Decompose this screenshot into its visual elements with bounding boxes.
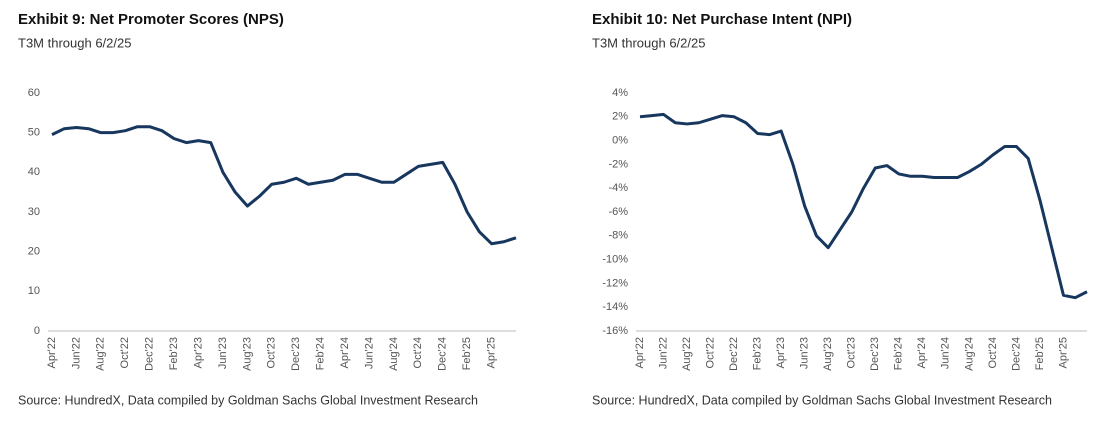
x-tick-label: Apr'22 (46, 337, 58, 368)
x-tick-label: Aug'22 (95, 337, 107, 371)
x-tick-label: Apr'25 (485, 337, 497, 368)
y-tick-label: 0% (612, 135, 628, 147)
x-tick-label: Oct'24 (987, 337, 999, 368)
x-tick-label: Oct'24 (412, 337, 424, 368)
x-tick-label: Aug'23 (822, 337, 834, 371)
x-tick-label: Aug'24 (963, 337, 975, 371)
y-tick-label: 40 (28, 166, 40, 178)
y-tick-label: 0 (34, 325, 40, 337)
x-tick-label: Jun'23 (799, 337, 811, 369)
y-tick-label: 60 (28, 87, 40, 99)
x-tick-label: Apr'23 (775, 337, 787, 368)
y-tick-label: 20 (28, 246, 40, 258)
y-tick-label: 30 (28, 206, 40, 218)
y-tick-label: -2% (608, 158, 628, 170)
y-tick-label: 10 (28, 285, 40, 297)
chart-title: Exhibit 9: Net Promoter Scores (NPS) (18, 11, 284, 28)
x-tick-label: Feb'24 (893, 337, 905, 370)
x-tick-label: Apr'23 (192, 337, 204, 368)
x-tick-label: Apr'24 (916, 337, 928, 368)
y-tick-label: -16% (602, 325, 628, 337)
x-tick-label: Apr'22 (634, 337, 646, 368)
x-tick-label: Jun'23 (217, 337, 229, 369)
x-tick-label: Feb'24 (315, 337, 327, 370)
y-tick-label: 50 (28, 127, 40, 139)
x-tick-label: Jun'22 (657, 337, 669, 369)
x-tick-label: Aug'22 (681, 337, 693, 371)
x-tick-label: Apr'24 (339, 337, 351, 368)
y-tick-label: -8% (608, 230, 628, 242)
data-line (51, 125, 517, 246)
y-tick-label: -4% (608, 182, 628, 194)
x-tick-label: Oct'22 (704, 337, 716, 368)
chart-subtitle: T3M through 6/2/25 (592, 35, 705, 50)
x-tick-label: Aug'23 (241, 337, 253, 371)
x-tick-label: Dec'23 (869, 337, 881, 371)
source-note: Source: HundredX, Data compiled by Goldm… (18, 393, 478, 407)
x-tick-label: Feb'23 (168, 337, 180, 370)
chart-subtitle: T3M through 6/2/25 (18, 35, 131, 50)
source-note: Source: HundredX, Data compiled by Goldm… (592, 393, 1052, 407)
x-tick-label: Oct'23 (846, 337, 858, 368)
x-tick-label: Feb'25 (461, 337, 473, 370)
x-tick-label: Jun'24 (940, 337, 952, 369)
x-tick-label: Jun'22 (70, 337, 82, 369)
x-tick-label: Feb'23 (752, 337, 764, 370)
chart-title: Exhibit 10: Net Purchase Intent (NPI) (592, 11, 852, 28)
y-tick-label: 2% (612, 111, 628, 123)
x-tick-label: Jun'24 (363, 337, 375, 369)
x-tick-label: Oct'22 (119, 337, 131, 368)
y-tick-label: -10% (602, 254, 628, 266)
x-tick-label: Dec'22 (728, 337, 740, 371)
x-tick-label: Dec'24 (1010, 337, 1022, 371)
y-tick-label: -12% (602, 277, 628, 289)
x-tick-label: Oct'23 (266, 337, 278, 368)
y-tick-label: 4% (612, 87, 628, 99)
x-tick-label: Dec'24 (437, 337, 449, 371)
y-tick-label: -6% (608, 206, 628, 218)
x-tick-label: Feb'25 (1034, 337, 1046, 370)
y-tick-label: -14% (602, 301, 628, 313)
x-tick-label: Apr'25 (1057, 337, 1069, 368)
x-tick-label: Aug'24 (388, 337, 400, 371)
x-tick-label: Dec'22 (144, 337, 156, 371)
data-line (639, 112, 1088, 300)
x-tick-label: Dec'23 (290, 337, 302, 371)
